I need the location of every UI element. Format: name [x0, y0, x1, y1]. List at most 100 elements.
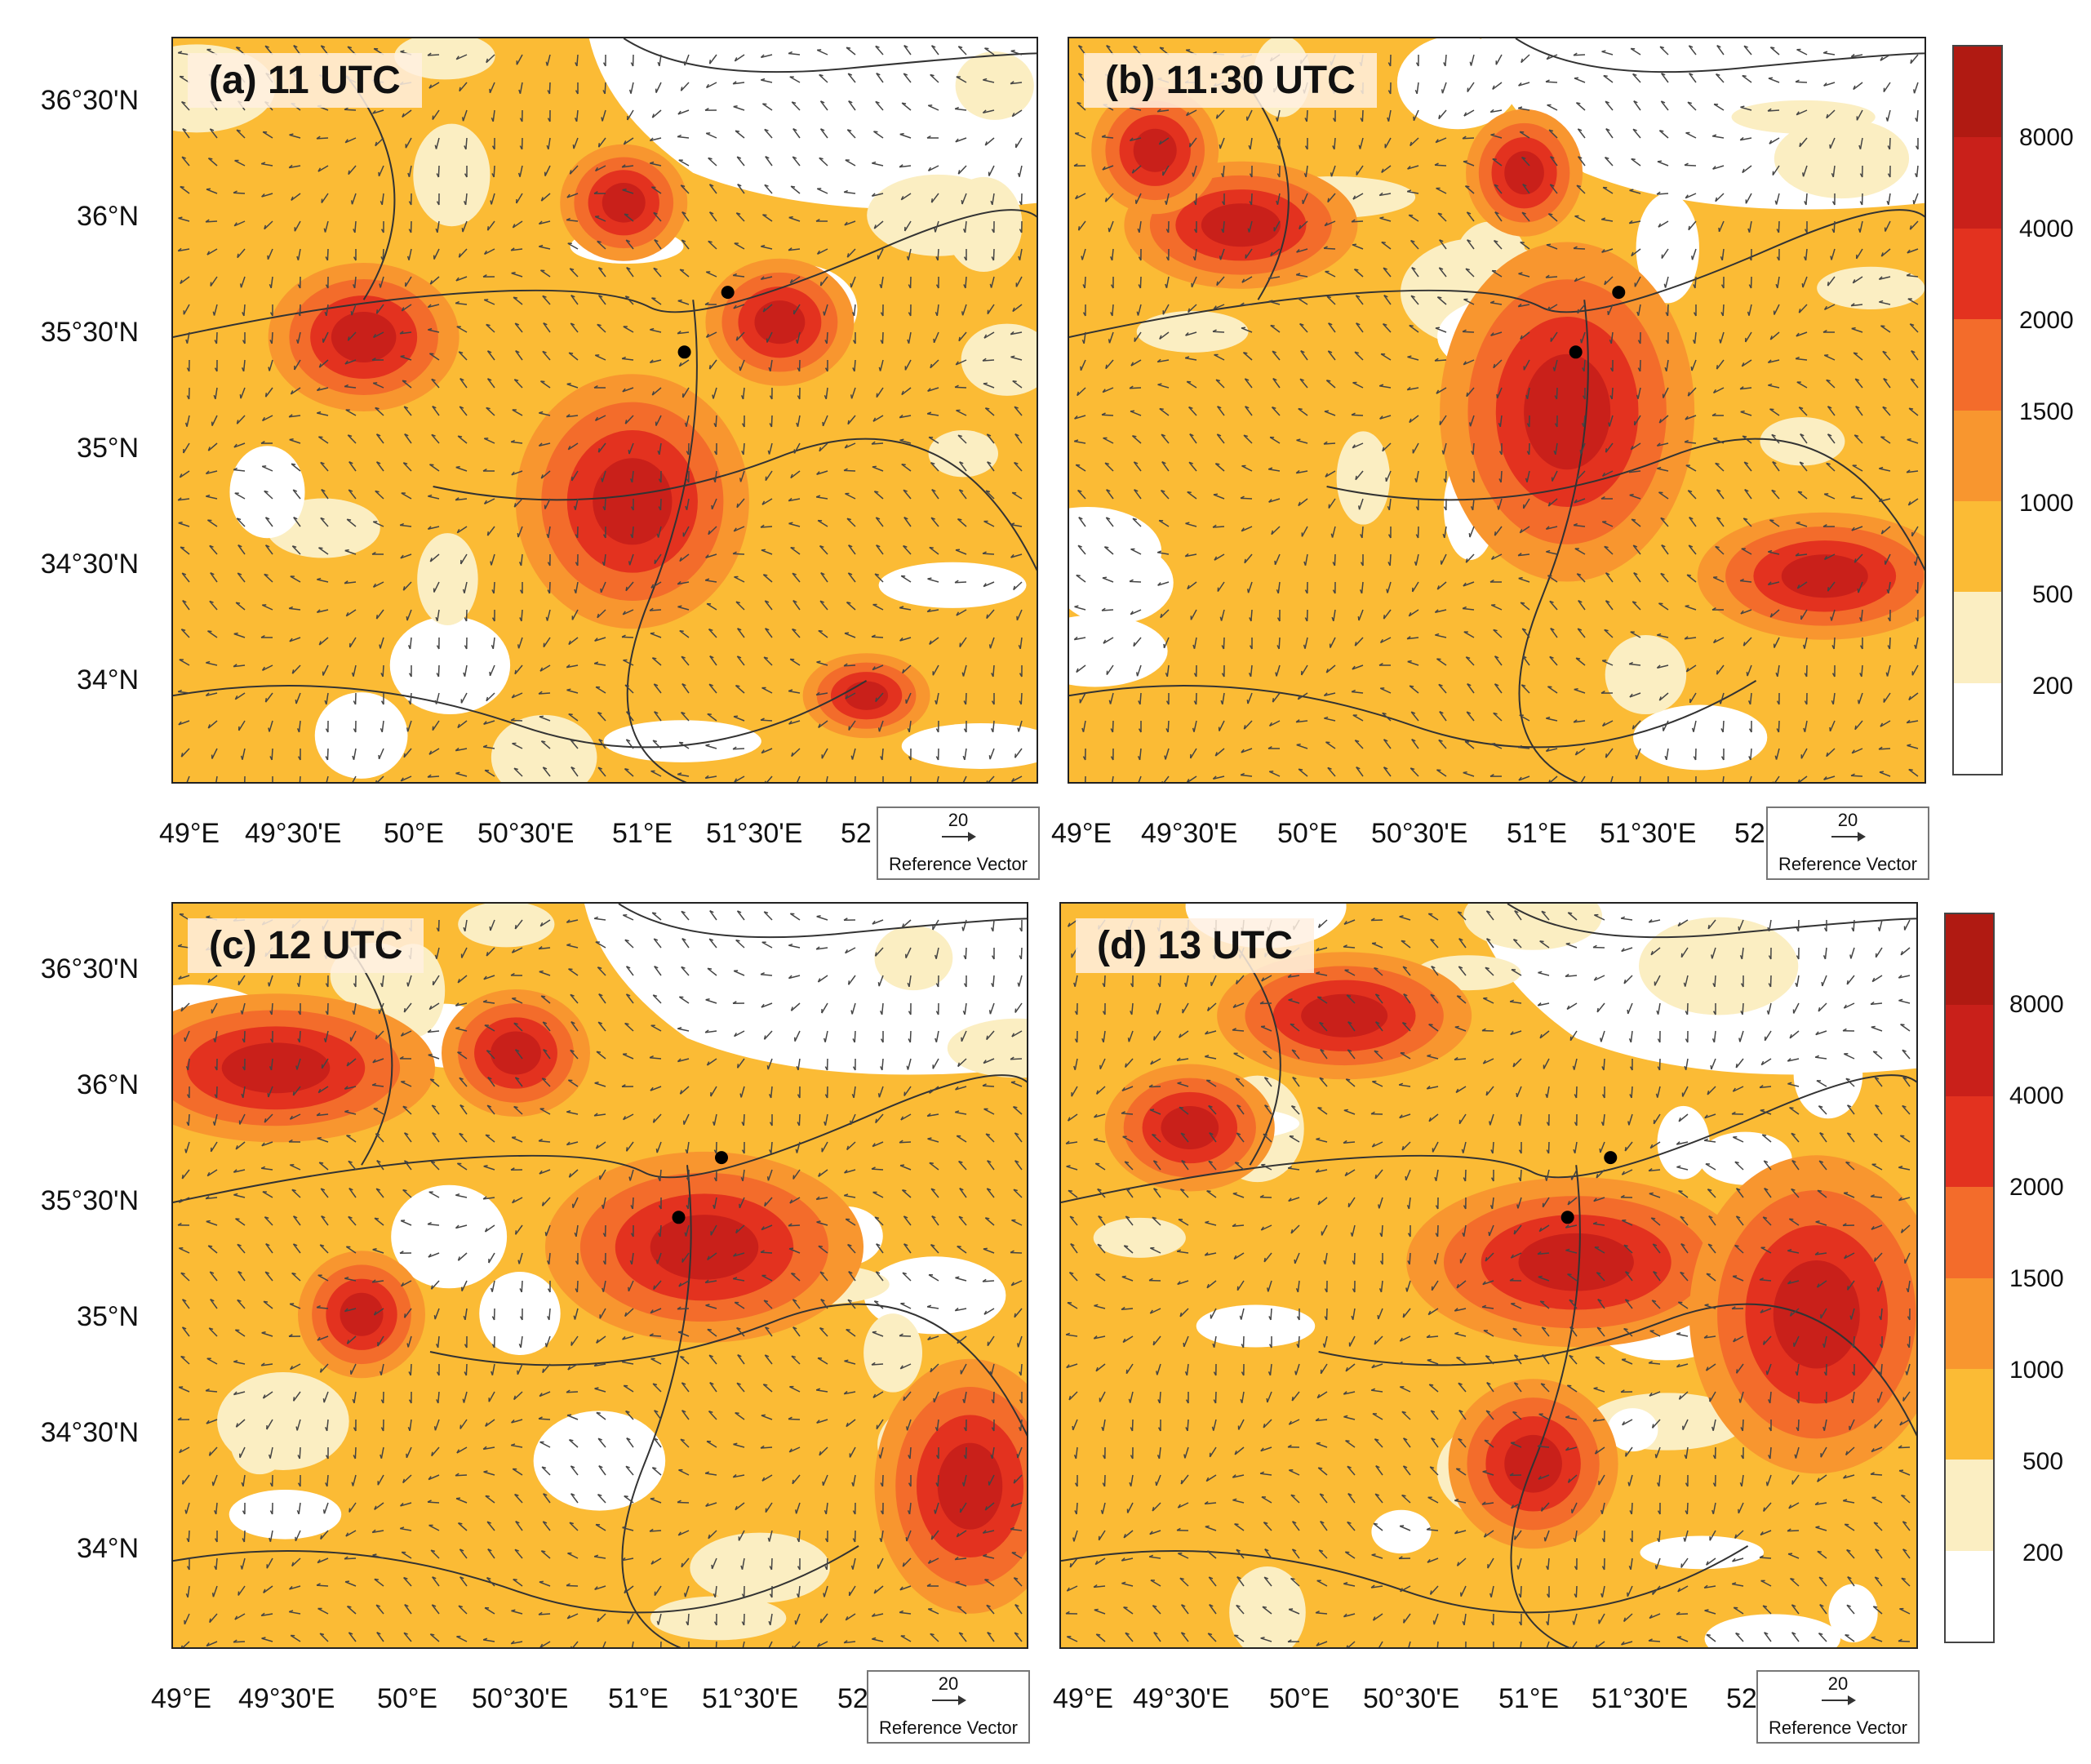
wind-arrow-head: [1741, 362, 1745, 367]
wind-arrow-head: [763, 1384, 768, 1386]
wind-arrow-head: [345, 1532, 349, 1537]
wind-arrow: [848, 544, 856, 555]
wind-arrow-head: [234, 695, 238, 700]
wind-arrow-head: [848, 572, 853, 575]
wind-arrow: [789, 913, 801, 921]
wind-arrow-head: [596, 1051, 602, 1053]
wind-arrow: [380, 1446, 384, 1459]
wind-arrow-head: [1526, 423, 1530, 428]
wind-arrow: [455, 1474, 468, 1477]
wind-arrow-head: [626, 993, 631, 997]
wind-arrow: [1010, 50, 1023, 56]
wind-arrow-head: [456, 528, 460, 534]
wind-arrow-head: [988, 644, 992, 649]
wind-arrow: [1463, 631, 1475, 638]
wind-arrow-head: [1414, 561, 1417, 566]
wind-arrow: [1441, 553, 1447, 565]
wind-arrow-head: [567, 445, 571, 451]
wind-arrow: [178, 975, 190, 980]
wind-arrow-head: [570, 1493, 575, 1496]
wind-arrow-head: [737, 1354, 742, 1357]
wind-arrow: [816, 1389, 828, 1393]
wind-arrow: [594, 1113, 606, 1117]
wind-arrow-head: [621, 164, 626, 168]
wind-arrow-head: [1628, 220, 1633, 224]
wind-arrow-head: [317, 1136, 322, 1140]
wind-arrow-head: [568, 968, 573, 971]
wind-arrow: [1850, 775, 1863, 777]
wind-arrow-head: [1857, 700, 1860, 704]
wind-arrow: [543, 322, 551, 333]
wind-arrow-head: [907, 982, 910, 988]
wind-arrow: [899, 1141, 912, 1144]
wind-arrow-head: [824, 1538, 828, 1543]
wind-arrow-head: [1077, 101, 1081, 104]
wind-arrow-head: [207, 447, 211, 451]
wind-arrow-head: [1525, 394, 1529, 400]
wind-arrow: [734, 775, 745, 782]
high-value-cell: [340, 1292, 384, 1336]
wind-arrow-head: [317, 167, 322, 172]
wind-arrow-head: [233, 443, 238, 448]
wind-arrow: [653, 1437, 662, 1448]
wind-arrow-head: [593, 1113, 598, 1117]
wind-arrow: [707, 1058, 717, 1066]
wind-arrow: [1410, 137, 1419, 147]
wind-arrow: [792, 1326, 801, 1337]
wind-arrow: [1157, 552, 1170, 555]
wind-arrow-head: [1110, 728, 1114, 733]
wind-arrow: [1685, 193, 1697, 199]
wind-arrow: [1463, 581, 1475, 587]
wind-arrow: [1296, 439, 1308, 444]
wind-arrow-head: [182, 1326, 187, 1330]
wind-arrow: [742, 1169, 745, 1181]
wind-arrow-head: [903, 1091, 906, 1096]
wind-arrow: [1740, 387, 1752, 390]
wind-arrow-head: [982, 1530, 987, 1534]
wind-arrow: [1222, 692, 1225, 704]
wind-arrow: [622, 609, 634, 615]
wind-arrow-head: [1522, 184, 1527, 187]
wind-arrow: [1583, 415, 1586, 428]
wind-arrow: [819, 157, 828, 167]
wind-arrow: [290, 575, 301, 583]
wind-arrow: [459, 378, 468, 389]
wind-arrow: [1137, 304, 1142, 316]
wind-arrow-head: [517, 644, 520, 649]
wind-arrow: [622, 1526, 634, 1531]
wind-arrow-head: [736, 212, 741, 216]
wind-arrow-head: [260, 634, 265, 638]
wind-arrow: [514, 1494, 523, 1504]
wind-arrow-head: [233, 632, 238, 635]
wind-arrow: [1522, 184, 1530, 194]
wind-arrow: [954, 581, 967, 584]
wind-arrow-head: [1661, 544, 1666, 548]
wind-arrow: [881, 748, 884, 761]
wind-arrow-head: [290, 390, 294, 395]
wind-arrow: [992, 1446, 995, 1459]
wind-arrow: [1467, 683, 1475, 694]
wind-arrow-head: [513, 503, 517, 508]
wind-arrow-head: [1439, 239, 1444, 242]
wind-arrow: [539, 716, 551, 722]
high-value-cell: [845, 681, 889, 710]
wind-arrow: [1827, 406, 1836, 416]
wind-arrow: [1744, 489, 1752, 500]
wind-arrow: [178, 720, 190, 726]
wind-arrow: [1859, 220, 1863, 233]
wind-arrow: [1187, 491, 1197, 500]
wind-arrow: [708, 1530, 717, 1540]
wind-arrow: [1632, 720, 1641, 730]
wind-arrow: [241, 1002, 246, 1015]
wind-arrow-head: [597, 323, 602, 327]
wind-arrow: [984, 47, 995, 56]
wind-arrow: [1010, 356, 1023, 361]
wind-arrow: [568, 713, 579, 722]
wind-arrow: [1010, 553, 1023, 558]
wind-arrow: [1518, 577, 1530, 583]
wind-arrow: [298, 1502, 301, 1514]
wind-arrow: [538, 1140, 551, 1143]
wind-arrow: [318, 359, 329, 368]
wind-arrow-head: [1330, 533, 1334, 538]
wind-arrow-head: [1011, 112, 1015, 118]
